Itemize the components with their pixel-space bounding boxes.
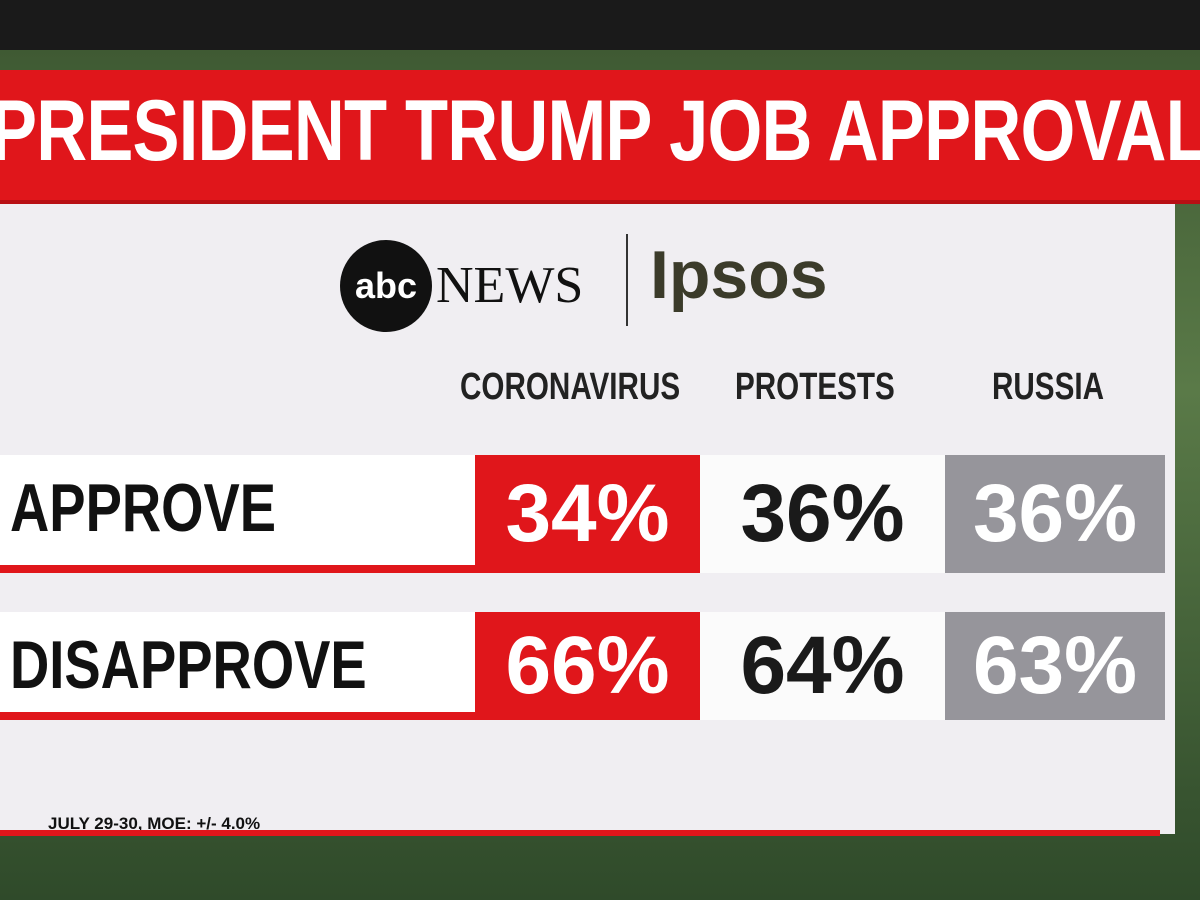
partner-logo: Ipsos	[650, 237, 828, 313]
cell: 64%	[700, 612, 945, 720]
row-label: DISAPPROVE	[10, 627, 367, 703]
bottom-rule	[0, 830, 1160, 836]
cell: 63%	[945, 612, 1165, 720]
header-band	[0, 70, 1200, 204]
title: PRESIDENT TRUMP JOB APPROVAL	[0, 83, 1200, 179]
column-header: PROTESTS	[735, 366, 895, 408]
column-header: CORONAVIRUS	[460, 366, 681, 408]
news-logo: NEWS	[436, 257, 584, 314]
row-label: APPROVE	[10, 470, 277, 546]
cell: 34%	[475, 455, 700, 573]
cell: 36%	[945, 455, 1165, 573]
row-background	[0, 455, 475, 573]
logo-divider	[626, 234, 628, 326]
tv-bezel	[0, 0, 1200, 50]
footer-note: JULY 29-30, MOE: +/- 4.0%	[48, 814, 261, 833]
row-background	[0, 612, 475, 720]
cell: 66%	[475, 612, 700, 720]
abc-logo: abc	[340, 240, 432, 332]
column-header: RUSSIA	[992, 366, 1104, 408]
cell: 36%	[700, 455, 945, 573]
